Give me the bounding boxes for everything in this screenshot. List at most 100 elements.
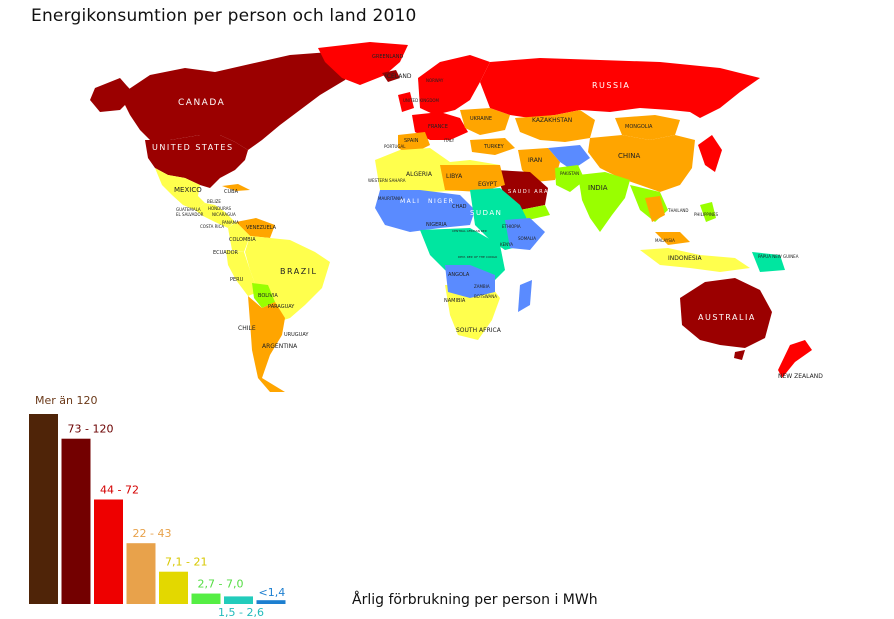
label-chile: CHILE [238,325,256,332]
region-canada[interactable] [120,52,360,150]
region-colombia[interactable] [228,222,250,252]
label-car: CENTRAL AFRICAN REP. [452,229,487,233]
label-kenya: KENYA [500,242,513,247]
label-france: FRANCE [428,124,448,130]
region-madagascar[interactable] [518,280,532,312]
region-angola-zambia[interactable] [445,265,495,298]
region-philippines[interactable] [700,202,716,222]
label-uruguay: URUGUAY [284,332,309,338]
label-brazil: BRAZIL [280,267,318,276]
label-cuba: CUBA [224,189,239,195]
label-panama: PANAMA [222,220,239,225]
region-tasmania[interactable] [734,350,745,360]
label-philippines: PHILIPPINES [694,212,719,217]
label-turkey: TURKEY [483,144,505,150]
label-iran: IRAN [528,157,542,164]
label-norway: NORWAY [426,78,444,83]
region-mexico[interactable] [155,168,205,210]
region-usa[interactable] [145,135,248,188]
label-greenland: GREENLAND [372,54,403,60]
region-papua[interactable] [752,252,785,272]
label-mongolia: MONGOLIA [625,124,653,130]
region-central-america[interactable] [195,203,235,228]
region-iberia[interactable] [398,132,430,155]
legend-label-8: <1,4 [259,586,286,599]
region-yemen-oman[interactable] [520,205,550,220]
label-usa: UNITED STATES [152,143,234,152]
region-libya-egypt[interactable] [440,165,505,192]
label-colombia: COLOMBIA [229,237,256,243]
label-costa-rica: COSTA RICA [200,224,224,229]
label-saudi-arabia: SAUDI ARABIA [508,189,562,195]
region-pakistan[interactable] [555,165,585,192]
region-indonesia[interactable] [640,248,750,272]
region-sahel[interactable] [375,190,475,232]
region-thailand[interactable] [645,196,665,222]
region-new-zealand[interactable] [778,340,812,378]
legend-bar-1 [29,414,58,604]
region-turkey[interactable] [470,138,515,155]
region-southern-africa[interactable] [445,285,500,340]
region-mongolia[interactable] [615,115,680,140]
legend-bar-7 [224,596,253,604]
label-indonesia: INDONESIA [668,255,702,262]
region-china[interactable] [588,135,695,192]
region-venezuela[interactable] [236,218,275,238]
label-zambia: ZAMBIA [474,284,490,289]
label-portugal: PORTUGAL [384,144,406,149]
label-ethiopia: ETHIOPIA [502,224,521,229]
label-egypt: EGYPT [478,181,497,188]
label-honduras: HONDURAS [208,206,232,211]
region-argentina-chile[interactable] [248,296,285,392]
label-nicaragua: NICARAGUA [212,212,236,217]
label-mauritania: MAURITANIA [378,196,403,201]
label-pakistan: PAKISTAN [560,171,579,176]
label-algeria: ALGERIA [406,171,433,178]
label-ukraine: UKRAINE [470,116,492,122]
region-kazakhstan[interactable] [515,110,595,142]
label-somalia: SOMALIA [518,236,536,241]
label-venezuela: VENEZUELA [246,225,277,231]
label-mexico: MEXICO [174,186,202,194]
region-malaysia[interactable] [655,232,690,245]
label-nigeria: NIGERIA [426,222,447,228]
region-russia[interactable] [480,58,760,118]
label-spain: SPAIN [404,138,419,144]
label-bolivia: BOLIVIA [258,293,278,299]
region-cuba[interactable] [222,184,250,191]
region-japan-korea[interactable] [698,135,722,172]
region-uk[interactable] [398,92,414,112]
legend-label-7: 1,5 - 2,6 [218,606,264,619]
label-ecuador: ECUADOR [213,250,239,256]
label-canada: CANADA [178,98,225,108]
region-iceland[interactable] [382,70,400,82]
label-belize: BELIZE [207,199,221,204]
legend-bar-4 [126,543,156,604]
label-peru: PERU [230,277,244,283]
region-ukraine-east[interactable] [460,108,510,135]
label-niger: NIGER [428,198,454,205]
label-chad: CHAD [452,204,467,210]
label-namibia: NAMIBIA [444,298,466,304]
region-alaska[interactable] [90,78,135,112]
label-angola: ANGOLA [448,272,470,278]
label-guatemala: GUATEMALA [176,207,201,212]
label-new-zealand: NEW ZEALAND [778,373,823,380]
region-australia[interactable] [680,278,772,348]
region-bolivia[interactable] [252,283,275,308]
label-uk: UNITED KINGDOM [403,98,440,103]
label-paraguay: PARAGUAY [268,304,295,310]
region-peru-ecuador[interactable] [226,250,258,296]
label-drc: DEM. REP. OF THE CONGO [458,255,498,259]
label-russia: RUSSIA [592,81,630,90]
region-europe-west[interactable] [412,112,468,140]
label-australia: AUSTRALIA [698,313,756,322]
region-ethiopia[interactable] [505,218,545,250]
region-europe-north[interactable] [418,55,490,115]
legend-caption: Årlig förbrukning per person i MWh [352,592,598,608]
region-central-asia[interactable] [548,145,590,170]
label-western-sahara: WESTERN SAHARA [368,178,406,183]
region-india[interactable] [578,172,630,232]
label-sudan: SUDAN [470,209,502,217]
